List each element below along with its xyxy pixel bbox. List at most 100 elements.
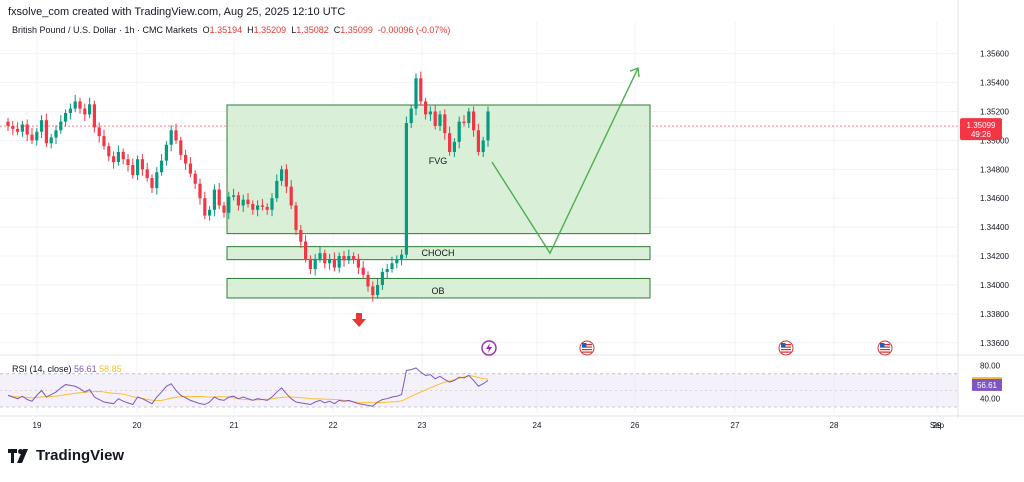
candle-body: [232, 195, 236, 197]
candle-body: [73, 101, 77, 109]
candle-body: [49, 137, 53, 144]
event-icons: [481, 340, 893, 356]
candle-body: [256, 205, 260, 210]
candle-body: [116, 151, 120, 163]
rsi-value: 56.61: [74, 364, 97, 374]
flag-stripe: [880, 344, 890, 346]
candles: [6, 71, 490, 302]
candle-body: [323, 253, 327, 264]
tradingview-logo[interactable]: TradingView: [8, 447, 124, 464]
flag-stripe: [582, 346, 592, 348]
candle-body: [102, 136, 106, 147]
candle-body: [145, 169, 149, 178]
candle-body: [260, 205, 264, 207]
candle-body: [294, 205, 298, 231]
candle-body: [409, 108, 413, 124]
candle-body: [347, 256, 351, 261]
candle-body: [428, 111, 432, 115]
flag-canton: [880, 343, 885, 348]
candle-body: [112, 156, 116, 163]
candle-body: [318, 253, 322, 259]
y-tick-label: 1.35000: [980, 136, 1009, 145]
zone-ob: [226, 277, 651, 299]
candle-body: [241, 199, 245, 206]
brand-name: TradingView: [36, 447, 125, 464]
candle-body: [184, 154, 188, 164]
candle-body: [313, 258, 317, 270]
flag-stripe: [781, 344, 791, 346]
candle-body: [385, 269, 389, 272]
candle-body: [284, 169, 288, 187]
candle-body: [467, 111, 471, 124]
countdown-label: 49:26: [971, 130, 992, 139]
rsi-y-tick-label: 40.00: [980, 395, 1001, 404]
projection-arrowhead: [629, 67, 640, 78]
candle-body: [371, 286, 375, 296]
rsi-ma-value: 58.85: [99, 364, 122, 374]
candle-body: [188, 163, 192, 174]
candle-body: [356, 258, 360, 268]
candle-body: [164, 144, 168, 161]
candle-body: [136, 159, 140, 176]
y-tick-label: 1.34600: [980, 194, 1009, 203]
candle-body: [414, 78, 418, 109]
candle-body: [472, 111, 476, 131]
zone-label-choch: CHOCH: [422, 248, 455, 258]
symbol-name: British Pound / U.S. Dollar · 1h · CMC M…: [12, 25, 198, 35]
candle-body: [352, 256, 356, 259]
candle-body: [452, 141, 456, 152]
candle-body: [97, 127, 101, 137]
candle-body: [342, 256, 346, 261]
candle-body: [457, 121, 461, 142]
candle-body: [404, 123, 408, 255]
candle-body: [227, 196, 231, 213]
candle-body: [332, 258, 336, 268]
rsi-pane: [0, 367, 958, 408]
candle-body: [217, 189, 221, 206]
down-arrow-marker: [352, 313, 366, 327]
flag-stripe: [582, 349, 592, 351]
open-value: 1.35194: [209, 25, 243, 35]
candle-body: [92, 104, 96, 128]
candle-body: [140, 159, 144, 170]
y-tick-label: 1.33800: [980, 310, 1009, 319]
candle-body: [299, 230, 303, 242]
candle-body: [169, 130, 173, 145]
candle-body: [289, 186, 293, 206]
candle-body: [107, 146, 111, 157]
candle-body: [54, 130, 58, 138]
candle-body: [246, 199, 250, 205]
y-tick-label: 1.35600: [980, 50, 1009, 59]
candle-body: [6, 121, 10, 126]
candle-body: [251, 204, 255, 210]
projection-line: [491, 67, 639, 255]
candle-body: [486, 111, 490, 141]
candle-body: [462, 121, 466, 124]
rsi-ma-line: [7, 375, 489, 404]
candle-body: [481, 140, 485, 152]
candle-body: [208, 209, 212, 216]
x-tick-label: 28: [830, 421, 839, 430]
zone-label-ob: OB: [431, 286, 444, 296]
candle-body: [193, 173, 197, 184]
x-tick-label: 19: [33, 421, 42, 430]
rsi-tag-label: 56.61: [977, 381, 998, 390]
candle-body: [131, 164, 135, 176]
candle-body: [121, 151, 125, 160]
flag-stripe: [880, 346, 890, 348]
x-tick-label: Sep: [930, 421, 945, 430]
rsi-tag: [972, 378, 1002, 391]
flag-stripe: [582, 344, 592, 346]
candle-body: [68, 108, 72, 113]
flag-stripe: [582, 351, 592, 353]
flag-stripe: [781, 351, 791, 353]
low-label: L: [291, 25, 297, 35]
x-tick-label: 29: [933, 421, 942, 430]
y-tick-label: 1.34000: [980, 281, 1009, 290]
x-tick-label: 20: [133, 421, 142, 430]
candle-body: [280, 169, 284, 181]
candle-body: [25, 124, 29, 135]
candle-body: [328, 258, 332, 264]
candle-body: [16, 128, 20, 132]
